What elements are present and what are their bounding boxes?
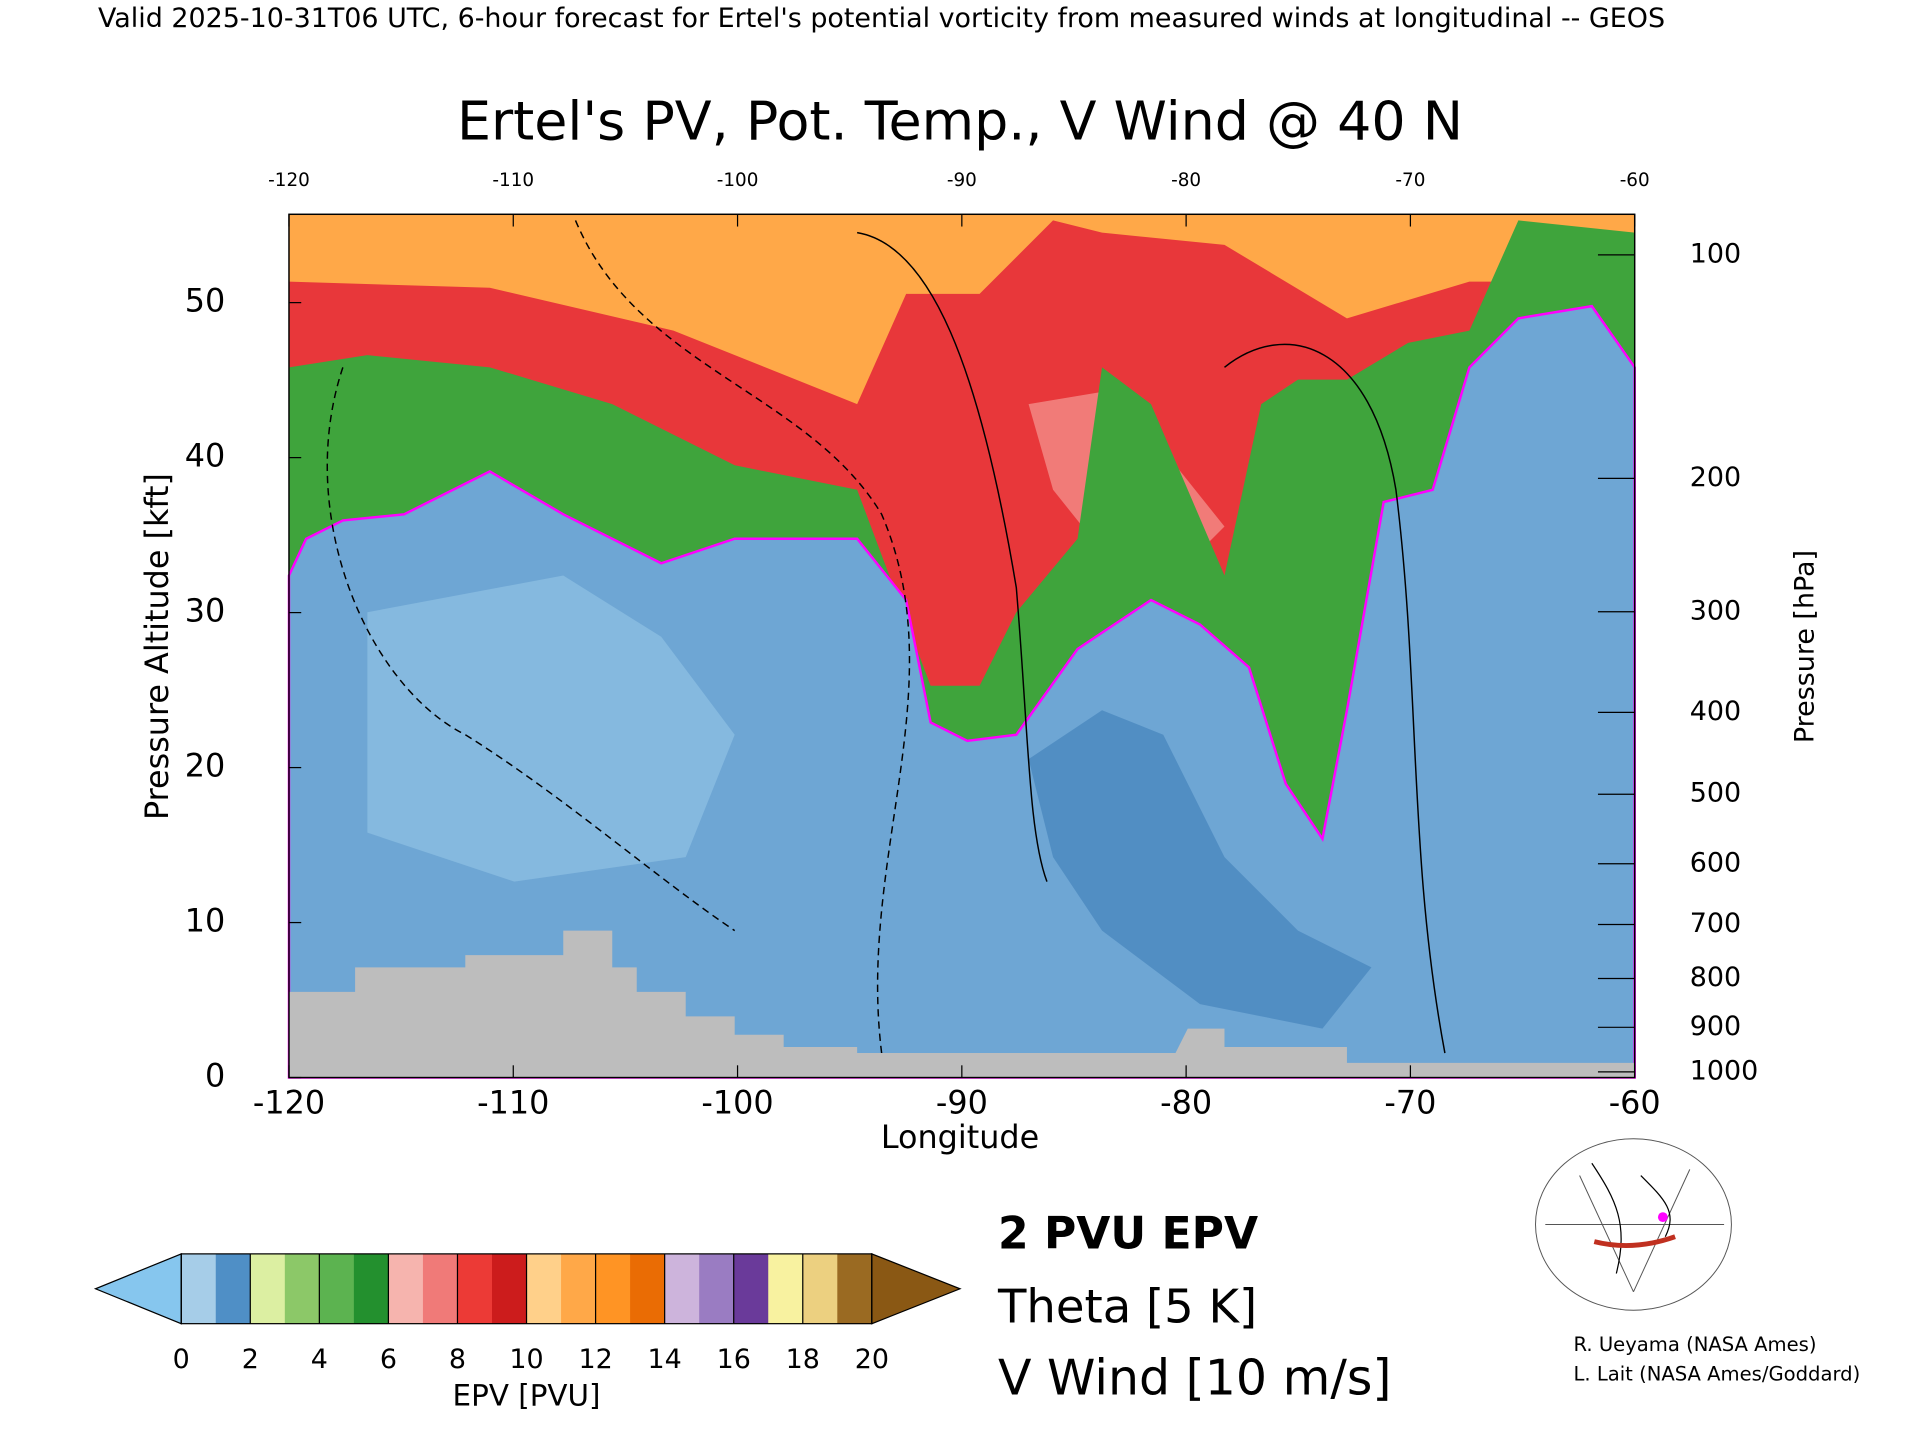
x-tick-label-top: -110 [492, 170, 534, 191]
colorbar-tick-label: 8 [449, 1344, 466, 1375]
colorbar-tick-label: 18 [786, 1344, 820, 1375]
colorbar-tick-label: 0 [173, 1344, 190, 1375]
legend-entry: V Wind [10 m/s] [998, 1350, 1392, 1407]
y-tick-label: 50 [185, 282, 226, 320]
inset-marker [1657, 1212, 1668, 1223]
colorbar-cell [630, 1253, 666, 1324]
field-troposphere [287, 304, 1636, 1079]
colorbar-cell [733, 1253, 769, 1324]
colorbar-cell [595, 1253, 631, 1324]
inset-grid [1545, 1169, 1725, 1293]
colorbar-tick-label: 10 [509, 1344, 543, 1375]
colorbar-cell [457, 1253, 493, 1324]
colorbar-label: EPV [PVU] [453, 1379, 601, 1413]
field-blue-dark [1028, 710, 1372, 1029]
inset-coast [1591, 1162, 1671, 1274]
y2-tick-label: 1000 [1690, 1055, 1759, 1086]
credit: R. Ueyama (NASA Ames) [1573, 1333, 1816, 1356]
y2-tick-label: 900 [1690, 1011, 1741, 1042]
colorbar-cell [215, 1253, 251, 1324]
colorbar-cell [802, 1253, 838, 1324]
y2-tick-label: 500 [1690, 778, 1741, 809]
y2-tick-label: 700 [1690, 908, 1741, 939]
colorbar-cell [561, 1253, 597, 1324]
y-tick-label: 30 [185, 592, 226, 630]
colorbar-cell [837, 1253, 873, 1324]
chart-title: Ertel's PV, Pot. Temp., V Wind @ 40 N [457, 90, 1463, 153]
inset-grid [1535, 1138, 1732, 1311]
x-tick-label-top: -120 [268, 170, 310, 191]
x-tick-label-top: -90 [947, 170, 977, 191]
y2-tick-label: 300 [1690, 595, 1741, 626]
x-tick-label: -90 [936, 1083, 988, 1121]
wind-contour [1224, 343, 1446, 1054]
y2-axis-label: Pressure [hPa] [1790, 550, 1821, 743]
colorbar-cell [526, 1253, 562, 1324]
colorbar-cell [250, 1253, 286, 1324]
x-axis-label: Longitude [881, 1118, 1039, 1156]
x-tick-label: -80 [1160, 1083, 1212, 1121]
inset-background [1536, 1148, 1731, 1296]
y2-tick-label: 200 [1690, 462, 1741, 493]
terrain [288, 930, 1635, 1078]
y2-tick-label: 600 [1690, 847, 1741, 878]
x-tick-label: -70 [1384, 1083, 1436, 1121]
colorbar-cell [284, 1253, 320, 1324]
colorbar-cell [353, 1253, 390, 1324]
wind-contour [574, 220, 911, 1054]
y-axis-label: Pressure Altitude [kft] [138, 473, 176, 820]
colorbar-cell [699, 1253, 735, 1324]
x-tick-label: -100 [701, 1083, 773, 1121]
colorbar-under [93, 1252, 182, 1325]
colorbar-cell [319, 1253, 355, 1324]
colorbar-tick-label: 4 [311, 1344, 328, 1375]
colorbar-over [871, 1252, 962, 1325]
colorbar-cell [422, 1253, 459, 1324]
colorbar-tick-label: 2 [242, 1344, 259, 1375]
colorbar-cell [388, 1253, 424, 1324]
x-tick-label-top: -60 [1620, 170, 1650, 191]
wind-contour [857, 231, 1048, 882]
colorbar-tick-label: 14 [648, 1344, 682, 1375]
header: Valid 2025-10-31T06 UTC, 6-hour forecast… [98, 3, 1665, 34]
legend-entry: 2 PVU EPV [998, 1209, 1258, 1260]
y-tick-label: 0 [205, 1057, 225, 1095]
x-tick-label-top: -80 [1171, 170, 1201, 191]
x-tick-label: -110 [477, 1083, 549, 1121]
x-tick-label: -120 [253, 1083, 325, 1121]
colorbar-tick-label: 12 [578, 1344, 612, 1375]
y-tick-label: 40 [185, 437, 226, 475]
y2-tick-label: 100 [1690, 238, 1741, 269]
legend-entry: Theta [5 K] [997, 1280, 1257, 1334]
field-blue-light [367, 575, 735, 882]
y-tick-label: 10 [185, 902, 226, 940]
x-tick-label-top: -100 [717, 170, 759, 191]
colorbar-tick-label: 6 [380, 1344, 397, 1375]
credit: L. Lait (NASA Ames/Goddard) [1573, 1363, 1860, 1386]
y-tick-label: 20 [185, 747, 226, 785]
y2-tick-label: 800 [1690, 962, 1741, 993]
wind-contour [326, 367, 736, 932]
colorbar-cell [768, 1253, 804, 1324]
colorbar-tick-label: 20 [855, 1344, 889, 1375]
inset-map [1535, 1138, 1732, 1311]
colorbar-cell [664, 1253, 700, 1324]
colorbar-tick-label: 16 [717, 1344, 751, 1375]
inset-section [1593, 1234, 1676, 1248]
colorbar-cell [181, 1253, 217, 1324]
y2-tick-label: 400 [1690, 696, 1741, 727]
x-tick-label: -60 [1609, 1083, 1661, 1121]
x-tick-label-top: -70 [1395, 170, 1425, 191]
colorbar-cell [492, 1253, 528, 1324]
field [287, 214, 1636, 1079]
